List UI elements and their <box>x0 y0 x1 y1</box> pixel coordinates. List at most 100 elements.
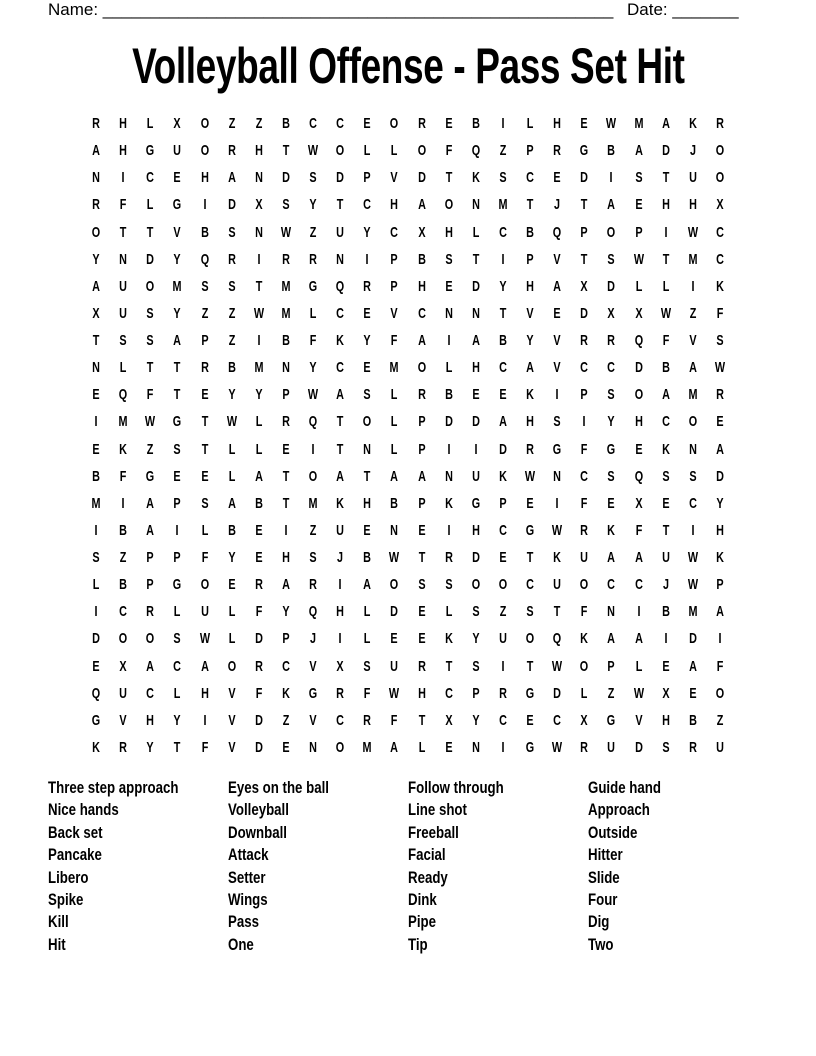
grid-cell: W <box>633 684 644 702</box>
grid-cell: H <box>526 413 534 431</box>
grid-cell: N <box>688 440 697 458</box>
grid-cell: K <box>716 277 724 295</box>
grid-cell: L <box>526 115 534 132</box>
grid-cell: U <box>200 603 209 621</box>
grid-cell: C <box>661 413 670 431</box>
word-list-item: Hit <box>48 934 66 954</box>
grid-cell: J <box>337 549 344 567</box>
grid-cell: G <box>308 277 318 295</box>
word-list-item: Slide <box>588 867 620 887</box>
grid-cell: A <box>607 630 616 648</box>
grid-cell: P <box>200 332 209 350</box>
grid-cell: V <box>228 738 236 756</box>
grid-cell: U <box>119 277 128 295</box>
grid-cell: B <box>200 223 209 241</box>
grid-cell: E <box>282 440 290 458</box>
grid-cell: E <box>390 630 399 648</box>
grid-cell: X <box>255 196 263 214</box>
grid-cell: O <box>471 576 481 594</box>
grid-cell: L <box>363 142 371 160</box>
grid-cell: T <box>146 359 154 377</box>
grid-cell: M <box>281 277 291 295</box>
word-list-item: Approach <box>588 800 650 820</box>
grid-cell: J <box>689 142 696 160</box>
grid-cell: C <box>309 115 317 132</box>
grid-cell: U <box>607 738 616 756</box>
grid-cell: E <box>363 359 371 377</box>
grid-cell: K <box>471 169 480 187</box>
grid-cell: A <box>471 332 480 350</box>
grid-cell: O <box>580 576 589 594</box>
grid-cell: E <box>499 386 507 404</box>
grid-cell: O <box>200 142 209 160</box>
grid-cell: R <box>553 142 562 160</box>
grid-cell: O <box>498 576 508 594</box>
grid-cell: H <box>661 711 670 729</box>
grid-cell: V <box>173 223 181 241</box>
grid-cell: M <box>389 359 399 377</box>
grid-cell: M <box>281 304 291 322</box>
grid-cell: C <box>119 603 128 621</box>
grid-cell: I <box>257 250 261 268</box>
grid-cell: R <box>607 332 616 350</box>
grid-cell: C <box>499 711 507 729</box>
grid-cell: X <box>580 711 588 729</box>
grid-cell: F <box>201 738 208 756</box>
grid-cell: F <box>363 684 371 702</box>
grid-cell: I <box>501 250 505 268</box>
grid-cell: N <box>119 250 128 268</box>
grid-cell: H <box>146 711 155 729</box>
word-list-item: Four <box>588 890 618 909</box>
grid-cell: I <box>501 657 505 675</box>
grid-cell: X <box>119 657 127 675</box>
grid-cell: T <box>472 250 480 268</box>
grid-cell: R <box>309 250 317 268</box>
grid-cell: X <box>92 304 100 322</box>
grid-cell: O <box>146 277 155 295</box>
grid-cell: R <box>716 115 724 132</box>
grid-cell: T <box>282 494 290 512</box>
grid-cell: B <box>363 549 372 567</box>
grid-cell: E <box>417 603 426 621</box>
grid-cell: V <box>228 711 236 729</box>
grid-cell: W <box>145 413 156 431</box>
grid-cell: W <box>226 413 237 431</box>
grid-cell: B <box>417 250 426 268</box>
grid-cell: M <box>118 413 128 431</box>
grid-cell: D <box>688 630 697 648</box>
grid-cell: F <box>716 304 724 322</box>
grid-cell: E <box>553 169 561 187</box>
grid-cell: M <box>688 386 698 404</box>
grid-cell: N <box>254 223 263 241</box>
grid-cell: J <box>554 196 561 214</box>
grid-cell: L <box>255 440 263 458</box>
grid-cell: W <box>280 223 292 241</box>
grid-cell: O <box>688 413 698 431</box>
grid-cell: I <box>121 494 125 512</box>
grid-cell: Y <box>173 304 181 322</box>
grid-cell: X <box>336 657 344 675</box>
grid-cell: F <box>445 142 452 160</box>
grid-cell: A <box>716 603 724 621</box>
grid-cell: T <box>336 196 344 214</box>
grid-cell: E <box>662 494 670 512</box>
grid-cell: A <box>390 467 399 485</box>
grid-cell: R <box>417 115 426 132</box>
grid-cell: A <box>553 277 562 295</box>
grid-cell: G <box>471 494 481 512</box>
grid-cell: E <box>634 440 643 458</box>
grid-cell: L <box>309 304 317 322</box>
grid-cell: N <box>92 359 100 377</box>
grid-cell: C <box>417 304 426 322</box>
grid-cell: D <box>146 250 155 268</box>
grid-cell: Q <box>91 684 101 702</box>
grid-cell: A <box>661 115 670 132</box>
grid-cell: D <box>471 277 480 295</box>
word-list-item: Pipe <box>408 912 437 932</box>
grid-cell: P <box>390 250 399 268</box>
grid-cell: F <box>391 711 398 729</box>
grid-cell: Y <box>173 711 181 729</box>
grid-cell: A <box>499 413 507 431</box>
grid-cell: Y <box>228 549 236 567</box>
grid-cell: K <box>92 738 100 756</box>
